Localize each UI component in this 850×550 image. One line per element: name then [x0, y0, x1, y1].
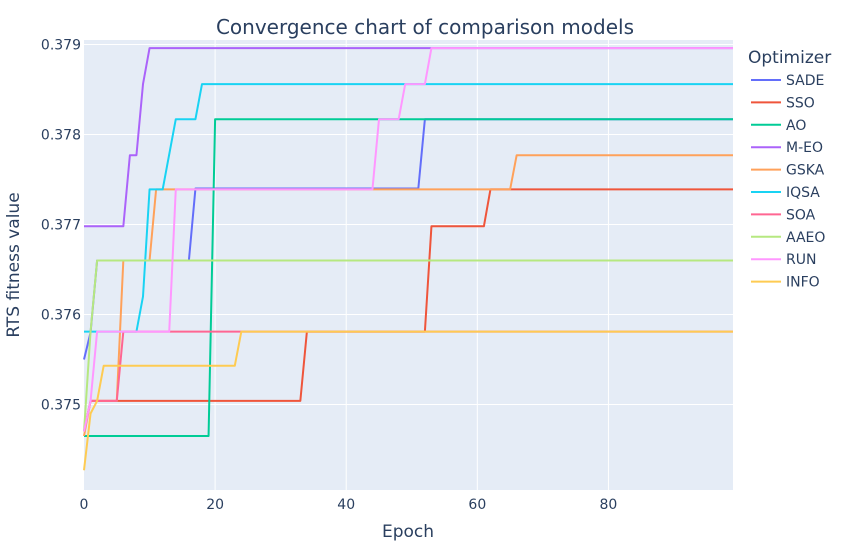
x-axis-label: Epoch [382, 522, 434, 542]
y-tick-label: 0.376 [41, 308, 81, 324]
legend-label: AAEO [786, 230, 825, 246]
legend-label: GSKA [786, 163, 825, 179]
legend-item-gska[interactable]: GSKA [751, 163, 825, 179]
legend-label: IQSA [786, 185, 820, 201]
y-axis-label: RTS fitness value [4, 192, 24, 337]
x-tick-label: 80 [600, 497, 618, 513]
series-line-run [83, 47, 733, 432]
plot-background [84, 40, 733, 490]
x-tick-label: 60 [468, 497, 486, 513]
x-tick-label: 0 [80, 497, 89, 513]
legend-label: M-EO [786, 140, 823, 156]
legend-label: SOA [786, 207, 816, 223]
legend-label: SADE [786, 73, 824, 89]
legend-item-m-eo[interactable]: M-EO [751, 140, 823, 156]
x-axis-ticks: 0 20 40 60 80 [80, 497, 618, 513]
legend-item-ao[interactable]: AO [751, 118, 806, 134]
series-line-iqsa [84, 83, 733, 333]
legend-item-sade[interactable]: SADE [751, 73, 824, 89]
legend-label: RUN [786, 252, 816, 268]
legend-label: INFO [786, 275, 820, 291]
series-line-aaeo [83, 259, 733, 432]
series-line-info [83, 330, 733, 471]
y-tick-label: 0.377 [41, 218, 81, 234]
y-tick-label: 0.379 [41, 38, 81, 54]
legend-item-soa[interactable]: SOA [751, 207, 816, 223]
y-tick-label: 0.375 [41, 398, 81, 414]
legend-item-aaeo[interactable]: AAEO [751, 230, 825, 246]
legend-label: AO [786, 118, 806, 134]
legend-item-info[interactable]: INFO [751, 275, 820, 291]
legend[interactable]: SADE SSO AO M-EO GSKA IQSA SOA AAEO RUN INFO [751, 73, 825, 291]
y-tick-label: 0.378 [41, 128, 81, 144]
chart-title: Convergence chart of comparison models [216, 15, 634, 39]
series-line-ao [84, 118, 733, 437]
legend-label: SSO [786, 95, 815, 111]
legend-title: Optimizer [748, 48, 831, 68]
series-lines [83, 47, 733, 471]
y-axis-ticks: 0.375 0.376 0.377 0.378 0.379 [41, 38, 81, 414]
legend-item-iqsa[interactable]: IQSA [751, 185, 820, 201]
x-tick-label: 40 [337, 497, 355, 513]
x-tick-label: 20 [206, 497, 224, 513]
legend-item-sso[interactable]: SSO [751, 95, 815, 111]
series-line-m-eo [84, 47, 733, 228]
legend-item-run[interactable]: RUN [751, 252, 816, 268]
